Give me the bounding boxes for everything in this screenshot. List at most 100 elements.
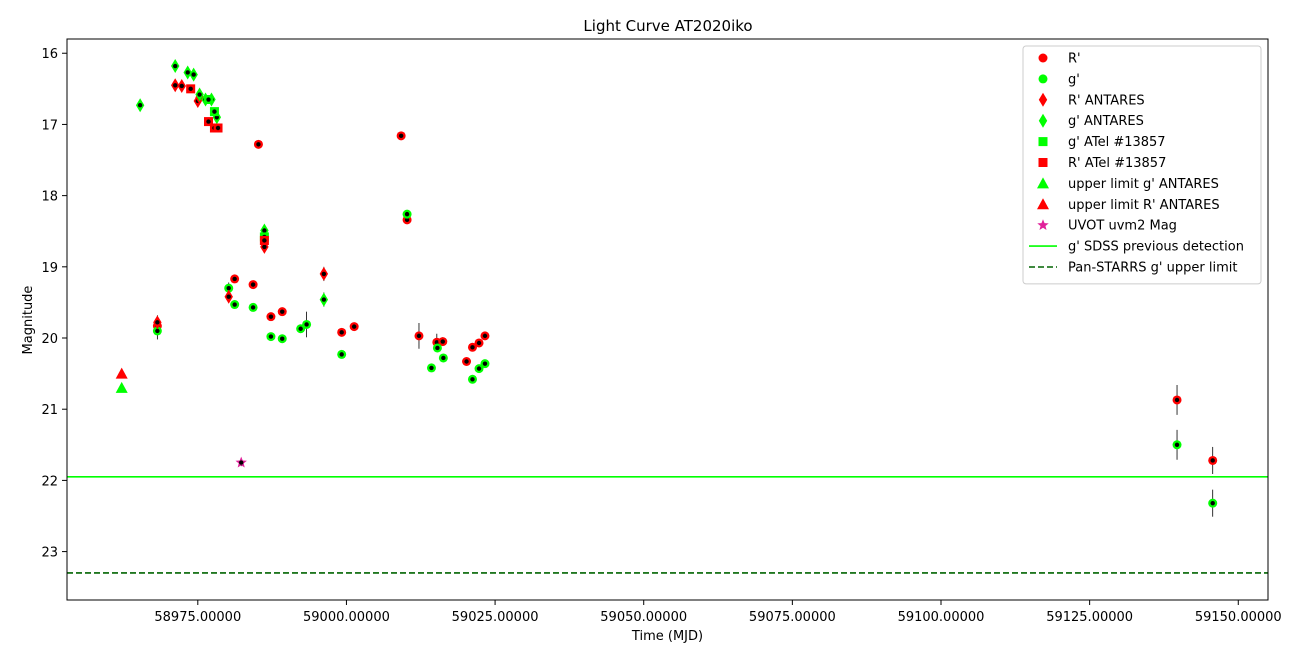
legend-label: g'	[1068, 72, 1080, 87]
legend-label: UVOT uvm2 Mag	[1068, 219, 1177, 234]
legend-entry: R' ATel #13857	[1038, 156, 1166, 171]
data-point-center	[351, 324, 357, 329]
y-tick-label: 19	[41, 261, 58, 276]
legend-label: Pan-STARRS g' upper limit	[1068, 261, 1237, 276]
x-tick-label: 59025.00000	[452, 610, 539, 625]
legend-entry: g' ANTARES	[1038, 113, 1144, 129]
legend-label: R'	[1068, 52, 1081, 67]
data-point-center	[250, 282, 256, 287]
data-point-center	[179, 83, 184, 89]
data-point-center	[476, 366, 482, 371]
legend-label: g' ANTARES	[1068, 114, 1144, 129]
data-point-center	[404, 217, 410, 223]
data-point-center	[280, 336, 285, 341]
legend-marker	[1038, 158, 1048, 167]
legend-marker	[1038, 74, 1048, 84]
data-point-center	[206, 119, 211, 124]
y-tick-label: 18	[41, 190, 58, 205]
x-tick-label: 58975.00000	[154, 610, 241, 625]
data-point-center	[188, 86, 193, 92]
data-point-center	[1174, 397, 1180, 403]
legend-marker	[1038, 92, 1048, 107]
data-point-center	[482, 361, 488, 366]
data-point-center	[321, 297, 327, 302]
y-axis-label: Magnitude	[21, 286, 36, 355]
y-tick-label: 23	[41, 546, 58, 561]
data-point-center	[435, 345, 440, 351]
data-point-center	[416, 333, 422, 339]
legend-marker	[1037, 177, 1049, 189]
data-point-center	[1210, 458, 1215, 463]
data-point-center	[1174, 442, 1180, 447]
data-point-center	[197, 92, 202, 97]
data-point-center	[206, 97, 211, 102]
legend-entry: R'	[1038, 52, 1081, 67]
data-point-center	[250, 305, 256, 310]
data-point-center	[137, 103, 143, 108]
series-9	[235, 456, 247, 468]
data-point-center	[232, 276, 237, 282]
legend-marker	[1038, 137, 1048, 147]
data-point-center	[404, 211, 410, 217]
x-tick-label: 59125.00000	[1046, 610, 1133, 625]
data-point-center	[226, 285, 231, 291]
legend-entry: R' ANTARES	[1038, 92, 1145, 108]
data-point	[115, 367, 128, 379]
axes: 58975.00000 59000.00000 59025.00000 59050.0…	[41, 47, 1281, 625]
data-point-center	[262, 244, 267, 250]
y-tick-label: 21	[41, 403, 58, 418]
series-7	[115, 381, 128, 393]
data-point-center	[268, 314, 274, 319]
data-point-center	[464, 359, 469, 364]
legend-marker	[1038, 53, 1048, 63]
data-point-center	[434, 340, 440, 345]
legend-marker	[1037, 198, 1049, 210]
data-point-center	[262, 238, 267, 243]
series-1	[152, 131, 1218, 474]
data-point-center	[298, 326, 303, 331]
data-point-center	[173, 63, 178, 69]
y-tick-label: 20	[41, 332, 58, 347]
data-point-center	[470, 345, 475, 350]
legend: R' g' R' ANTARES g' ANTARES g' ATel #13857 R'…	[1022, 45, 1262, 285]
legend-label: g' ATel #13857	[1068, 135, 1166, 150]
y-tick-label: 16	[41, 47, 58, 62]
data-point-center	[441, 355, 446, 361]
legend-label: g' SDSS previous detection	[1068, 240, 1244, 255]
data-point-center	[476, 340, 482, 346]
legend-entry: g' ATel #13857	[1038, 135, 1166, 150]
legend-box	[1022, 45, 1262, 285]
data-point-center	[429, 365, 434, 371]
data-point-center	[226, 294, 231, 299]
data-point-center	[440, 339, 445, 344]
data-point-center	[215, 125, 221, 131]
legend-entry: g' SDSS previous detection	[1029, 240, 1244, 255]
series-2	[152, 209, 1218, 517]
x-tick-label: 59150.00000	[1195, 610, 1282, 625]
data-point-center	[304, 322, 309, 327]
data-point-center	[212, 109, 217, 114]
series-3	[153, 78, 329, 330]
legend-label: upper limit g' ANTARES	[1068, 177, 1219, 192]
legend-entry: upper limit R' ANTARES	[1037, 198, 1220, 213]
plot-frame	[66, 38, 1269, 601]
legend-label: R' ANTARES	[1068, 93, 1145, 108]
data-point-center	[398, 133, 404, 139]
legend-entry: Pan-STARRS g' upper limit	[1029, 261, 1237, 276]
y-tick-label: 17	[41, 118, 58, 133]
data-point-center	[239, 460, 244, 465]
data-point-center	[262, 228, 267, 233]
data-point-center	[191, 72, 196, 77]
legend-entry: upper limit g' ANTARES	[1037, 177, 1219, 192]
series-8	[115, 367, 128, 379]
data-point-center	[155, 328, 160, 334]
data-point-center	[280, 309, 285, 314]
data-point-center	[482, 333, 488, 339]
x-tick-label: 59075.00000	[749, 610, 836, 625]
data-point	[115, 381, 128, 393]
plot-area	[67, 59, 1268, 574]
series-6	[186, 84, 269, 245]
x-tick-label: 59100.00000	[898, 610, 985, 625]
legend-label: upper limit R' ANTARES	[1068, 198, 1220, 213]
